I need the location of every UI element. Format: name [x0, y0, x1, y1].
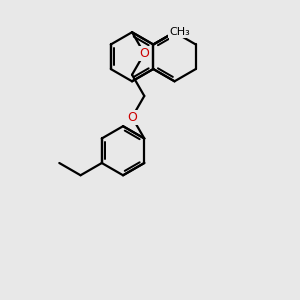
Text: O: O — [140, 47, 149, 60]
Text: CH₃: CH₃ — [169, 27, 190, 37]
Text: O: O — [127, 111, 137, 124]
Text: N: N — [170, 26, 179, 39]
